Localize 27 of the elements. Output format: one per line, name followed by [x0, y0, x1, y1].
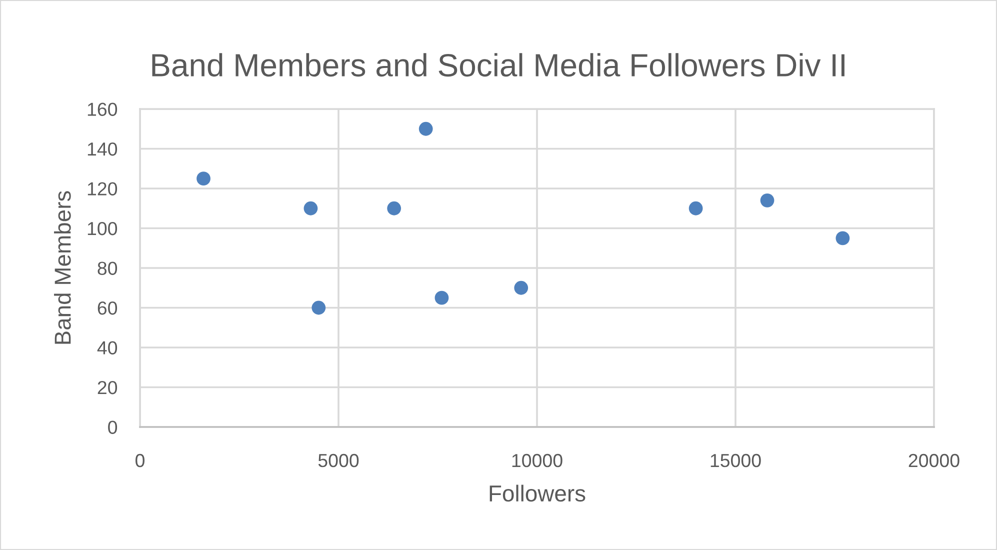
y-tick-label: 40: [97, 341, 118, 354]
point: [514, 280, 528, 295]
x-tick-label: 0: [136, 454, 144, 468]
point: [418, 122, 433, 136]
x-tick-label: 20000: [908, 454, 960, 468]
y-tick-label: 160: [88, 102, 118, 116]
x-tick-label: 15000: [710, 454, 761, 468]
point: [434, 290, 449, 305]
y-tick-label: 100: [88, 222, 118, 236]
point: [196, 172, 210, 186]
point: [688, 201, 703, 216]
y-tick-label: 20: [98, 380, 118, 394]
x-tick-label: 10000: [512, 454, 562, 468]
point: [312, 300, 326, 315]
point: [387, 201, 402, 216]
chart-title: Band Members and Social Media Followers Div II: [152, 53, 844, 77]
point: [836, 231, 850, 246]
y-tick-label: 60: [98, 301, 118, 315]
y-tick-label: 0: [108, 420, 118, 434]
y-tick-label: 80: [98, 262, 118, 275]
x-tick-label: 5000: [318, 454, 359, 468]
y-tick-label: 120: [88, 182, 118, 196]
x-axis-title: Followers: [490, 484, 586, 502]
y-axis-title: Band Members: [54, 191, 71, 344]
point: [760, 193, 774, 208]
point: [304, 201, 318, 216]
y-tick-label: 140: [88, 142, 118, 156]
